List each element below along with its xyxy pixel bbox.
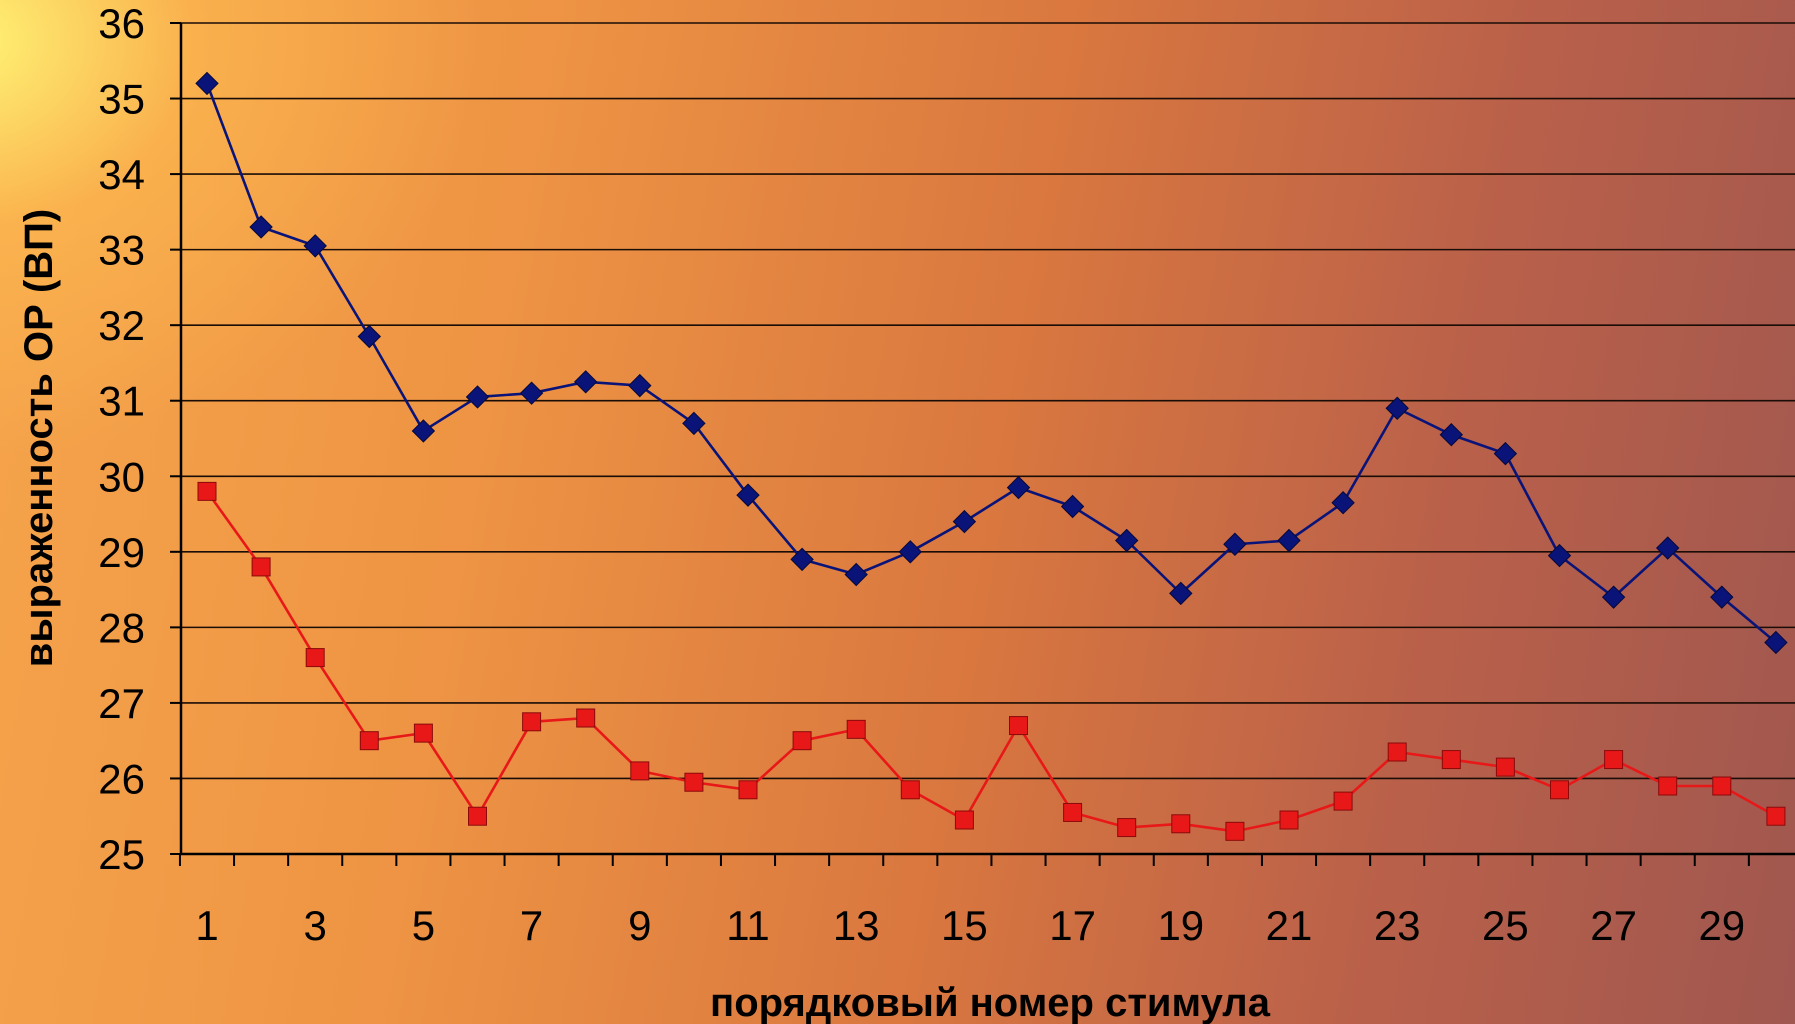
series-1-point-17	[1060, 494, 1085, 519]
series-2-point-11	[738, 780, 758, 800]
y-axis-title: выраженность ОР (ВП)	[17, 209, 61, 667]
y-tick-label-31: 31	[98, 378, 145, 425]
series-1-point-19	[1169, 581, 1193, 606]
series-2-point-30	[1766, 806, 1786, 826]
series-1-point-25	[1493, 441, 1518, 466]
x-tick-label-23: 23	[1374, 902, 1421, 949]
y-tick-label-28: 28	[98, 604, 145, 651]
y-tick-label-33: 33	[98, 227, 145, 274]
series-1-point-16	[1006, 475, 1031, 500]
y-tick-label-35: 35	[98, 76, 145, 123]
series-2-point-17	[1063, 802, 1083, 822]
series-1-point-23	[1385, 396, 1409, 420]
series-2-point-16	[1009, 716, 1028, 736]
series-2-point-2	[251, 557, 271, 577]
grid-lines	[181, 22, 1795, 780]
x-tick-label-5: 5	[412, 902, 435, 949]
series-1-point-2	[249, 215, 273, 239]
series-1-point-10	[682, 411, 706, 436]
series-group	[195, 71, 1788, 841]
series-1-point-26	[1547, 543, 1572, 568]
series-1-point-11	[736, 483, 760, 507]
series-1-point-9	[628, 373, 652, 398]
series-1-point-20	[1223, 532, 1247, 556]
series-1-point-3	[303, 234, 327, 258]
series-2-point-5	[413, 723, 433, 743]
series-2-point-8	[576, 708, 596, 728]
series-1-point-21	[1277, 528, 1301, 553]
x-tick-label-3: 3	[304, 902, 327, 949]
y-tick-label-32: 32	[98, 302, 145, 349]
series-2-point-23	[1387, 742, 1407, 762]
series-1-point-4	[357, 324, 382, 349]
series-2-point-13	[846, 719, 866, 739]
series-2-point-24	[1441, 750, 1461, 770]
y-tick-labels: 25 26 27 28 29 30 31 32 33 34 35 36	[98, 0, 145, 878]
x-tick-label-29: 29	[1698, 902, 1745, 949]
series-1-point-12	[790, 547, 814, 572]
series-1-point-1	[195, 71, 219, 96]
x-tick-label-21: 21	[1266, 902, 1313, 949]
series-2-point-14	[900, 780, 920, 800]
series-2-point-18	[1117, 818, 1137, 838]
series-2-point-26	[1550, 780, 1569, 800]
y-tick-label-26: 26	[98, 755, 145, 802]
series-2-point-7	[522, 712, 542, 732]
series-2-point-9	[630, 761, 650, 781]
y-tick-label-34: 34	[98, 151, 145, 198]
series-2-point-28	[1658, 776, 1678, 796]
series-2-point-25	[1495, 757, 1515, 777]
x-tick-label-27: 27	[1590, 902, 1637, 949]
x-tick-label-13: 13	[833, 902, 880, 949]
series-2-point-21	[1279, 810, 1299, 830]
x-tick-label-9: 9	[628, 902, 651, 949]
x-tick-label-1: 1	[195, 902, 218, 949]
x-tick-labels: 1 3 5 7 9 11 13 15 17 19 21 23 25 27 29	[195, 902, 1745, 949]
series-2-point-29	[1712, 776, 1732, 796]
series-2-point-20	[1225, 821, 1245, 841]
series-1-line	[205, 82, 1777, 644]
x-tick-label-25: 25	[1482, 902, 1529, 949]
series-2-point-1	[197, 481, 217, 501]
series-1-point-13	[844, 562, 868, 587]
series-2-point-22	[1333, 791, 1353, 811]
series-2-point-10	[684, 772, 704, 792]
x-axis-title: порядковый номер стимула	[710, 981, 1271, 1024]
series-2-point-15	[954, 810, 974, 830]
x-tick-label-7: 7	[520, 902, 543, 949]
series-1-point-15	[952, 509, 977, 534]
series-1-point-27	[1601, 585, 1626, 609]
axes	[170, 22, 1795, 866]
series-1-point-6	[465, 385, 490, 409]
x-tick-label-17: 17	[1049, 902, 1096, 949]
series-1-point-28	[1655, 536, 1680, 560]
series-2-point-12	[792, 731, 812, 751]
series-1-point-8	[573, 370, 598, 394]
y-tick-label-29: 29	[98, 529, 145, 576]
y-tick-label-30: 30	[98, 453, 145, 500]
y-tick-label-25: 25	[98, 831, 145, 878]
series-2-point-19	[1171, 814, 1191, 834]
series-1-point-29	[1710, 585, 1734, 609]
y-tick-label-27: 27	[98, 680, 145, 727]
x-tick-label-19: 19	[1157, 902, 1204, 949]
series-1-point-14	[898, 540, 923, 564]
x-tick-label-15: 15	[941, 902, 988, 949]
series-2-point-27	[1604, 750, 1624, 770]
series-2-point-6	[468, 806, 487, 826]
series-1-point-22	[1331, 491, 1355, 515]
series-2-point-4	[359, 731, 379, 751]
series-1-point-18	[1114, 528, 1139, 553]
y-tick-label-36: 36	[98, 0, 145, 47]
series-2-line	[205, 490, 1777, 833]
series-1-point-30	[1764, 630, 1788, 655]
series-1-point-5	[411, 419, 436, 443]
x-tick-label-11: 11	[726, 902, 770, 949]
series-2-point-3	[305, 648, 325, 668]
series-1-point-24	[1439, 423, 1464, 447]
series-1-point-7	[519, 381, 544, 405]
